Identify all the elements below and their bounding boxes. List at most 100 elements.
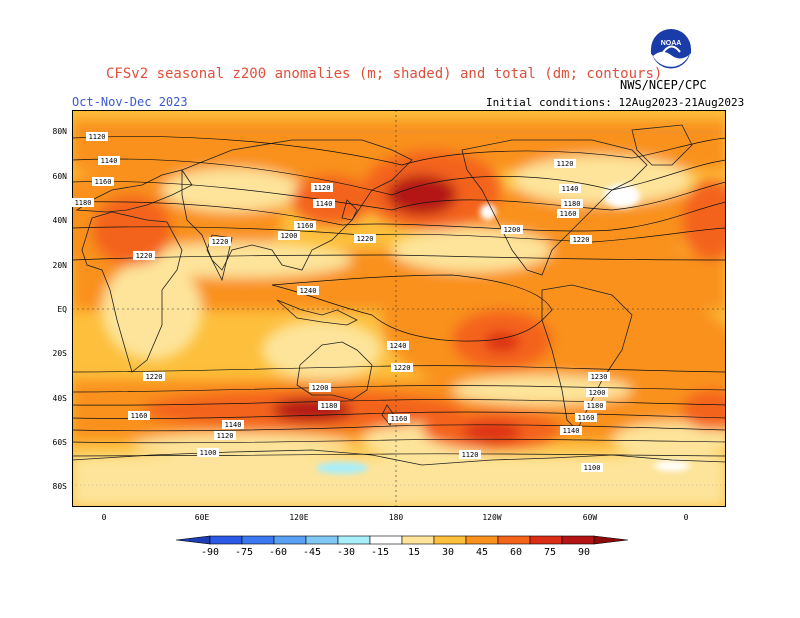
contour-label: 1220 [391,363,413,372]
contour-label: 1240 [387,341,409,350]
contour-label-text: 1180 [564,200,581,208]
lat-label-80n: 80N [52,127,67,136]
contour-label-text: 1220 [357,235,374,243]
legend-swatch [529,535,563,545]
lat-label-40n: 40N [52,216,67,225]
legend-swatch [561,535,595,545]
contour-label-text: 1240 [390,342,407,350]
contour-label-text: 1120 [217,432,234,440]
graticule [72,110,726,507]
contour-label-text: 1180 [321,402,338,410]
contour-label-text: 1220 [136,252,153,260]
contour-label: 1230 [588,372,610,381]
graticule-dotted [72,131,726,486]
lon-label-60e: 60E [194,513,210,522]
legend-swatch [433,535,467,545]
contour-label: 1160 [575,413,597,422]
lon-label-60w: 60W [582,513,598,522]
lon-label-120w: 120W [482,513,502,522]
contour-label-text: 1160 [391,415,408,423]
contour-label: 1120 [214,431,236,440]
contour-label-text: 1120 [462,451,479,459]
legend-label: 30 [441,547,455,558]
lat-label-20s: 20S [52,349,67,358]
contour-label-text: 1140 [563,427,580,435]
contour-label-text: 1100 [200,449,217,457]
contour-label: 1140 [98,156,120,165]
noaa-logo: NOAA [650,28,692,70]
logo-text: NOAA [661,40,682,47]
contour-label: 1160 [388,414,410,423]
contour-label: 1120 [554,159,576,168]
contour-label-text: 1160 [578,414,595,422]
lat-label-40s: 40S [52,394,67,403]
agency-credit: NWS/NCEP/CPC [620,78,707,92]
contour-label: 1240 [297,286,319,295]
legend-label: -30 [336,547,356,558]
contour-label: 1160 [92,177,114,186]
lat-label-60n: 60N [52,172,67,181]
legend-arrow-low [176,535,211,545]
legend-label: -15 [370,547,390,558]
contour-labels: 1120 1140 1160 1180 1120 1140 1160 1200 … [72,132,610,472]
contour-label: 1140 [313,199,335,208]
legend-swatch [305,535,339,545]
contour-label-text: 1140 [225,421,242,429]
contour-label-text: 1140 [316,200,333,208]
contour-label-text: 1200 [312,384,329,392]
legend-label: 60 [509,547,523,558]
contour-label: 1180 [561,199,583,208]
negative-anomaly-spots [316,184,690,474]
contour-label-text: 1200 [504,226,521,234]
contour-label: 1220 [143,372,165,381]
contour-label-text: 1180 [75,199,92,207]
contour-label: 1220 [354,234,376,243]
contour-label: 1220 [209,237,231,246]
contour-label: 1160 [128,411,150,420]
legend-swatch [497,535,531,545]
contour-label: 1220 [133,251,155,260]
contour-label: 1160 [557,209,579,218]
contour-label: 1180 [72,198,94,207]
lat-label-60s: 60S [52,438,67,447]
legend-label: 45 [475,547,489,558]
season-label: Oct-Nov-Dec 2023 [72,95,188,109]
contour-label-text: 1160 [297,222,314,230]
contour-label-text: 1220 [146,373,163,381]
contour-label-text: 1180 [587,402,604,410]
contour-label: 1160 [294,221,316,230]
legend-swatch [401,535,435,545]
contour-label-text: 1120 [314,184,331,192]
contour-label-text: 1240 [300,287,317,295]
lat-label-eq: EQ [57,305,67,314]
chart-title: CFSv2 seasonal z200 anomalies (m; shaded… [106,66,663,82]
legend-label: -90 [200,547,220,558]
contour-label: 1180 [318,401,340,410]
legend-label: 90 [577,547,591,558]
legend-swatch [209,535,243,545]
contour-label: 1200 [501,225,523,234]
lon-label-0: 0 [101,513,107,522]
contour-label: 1200 [586,388,608,397]
contour-label: 1200 [309,383,331,392]
contour-label-text: 1160 [95,178,112,186]
contour-label-text: 1220 [573,236,590,244]
legend-arrow-high [593,535,628,545]
contour-label-text: 1200 [281,232,298,240]
legend-label: -75 [234,547,254,558]
legend-swatch [241,535,275,545]
lon-label-120e: 120E [289,513,309,522]
contour-label: 1140 [222,420,244,429]
contour-label: 1200 [278,231,300,240]
contour-label: 1100 [197,448,219,457]
contour-label-text: 1100 [584,464,601,472]
contour-label-text: 1230 [591,373,608,381]
legend-boxes [176,535,628,545]
contour-label: 1180 [584,401,606,410]
contour-label: 1120 [459,450,481,459]
legend-label: -60 [268,547,288,558]
lon-label-0-east: 0 [683,513,689,522]
legend-label: 15 [407,547,421,558]
contour-label: 1140 [559,184,581,193]
contour-label-text: 1220 [212,238,229,246]
